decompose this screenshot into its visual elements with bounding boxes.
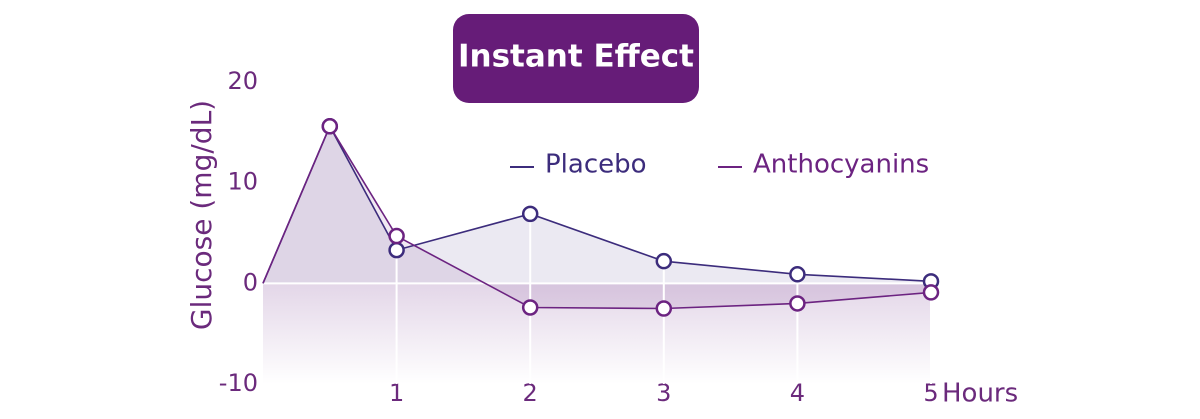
chart-title: Instant Effect — [458, 39, 694, 75]
x-tick-label: 5 — [923, 379, 938, 407]
point — [321, 118, 339, 135]
legend-label: Placebo — [545, 150, 647, 180]
point — [388, 227, 405, 245]
area — [263, 126, 931, 309]
x-tick-label: 4 — [790, 379, 805, 407]
point — [388, 241, 405, 259]
y-tick-label: 10 — [227, 168, 258, 196]
area — [263, 126, 931, 284]
y-tick-label: 0 — [243, 268, 258, 296]
y-axis-label: Glucose (mg/dL) — [185, 100, 218, 330]
point — [655, 252, 673, 270]
y-tick-label: 20 — [227, 67, 258, 95]
point — [922, 284, 940, 301]
x-tick-label: 1 — [389, 379, 404, 407]
point — [655, 300, 673, 317]
point — [789, 295, 806, 312]
point — [789, 266, 806, 283]
fills — [263, 126, 931, 384]
x-tick-label: 3 — [656, 379, 671, 407]
legend-label: Anthocyanins — [753, 150, 929, 180]
point — [521, 299, 539, 316]
y-tick-label: -10 — [219, 369, 258, 397]
below-zero-shade — [263, 283, 931, 384]
x-tick-label: 2 — [523, 379, 538, 407]
x-axis-label: Hours — [942, 379, 1018, 409]
point — [521, 205, 539, 223]
title-badge — [453, 14, 699, 103]
